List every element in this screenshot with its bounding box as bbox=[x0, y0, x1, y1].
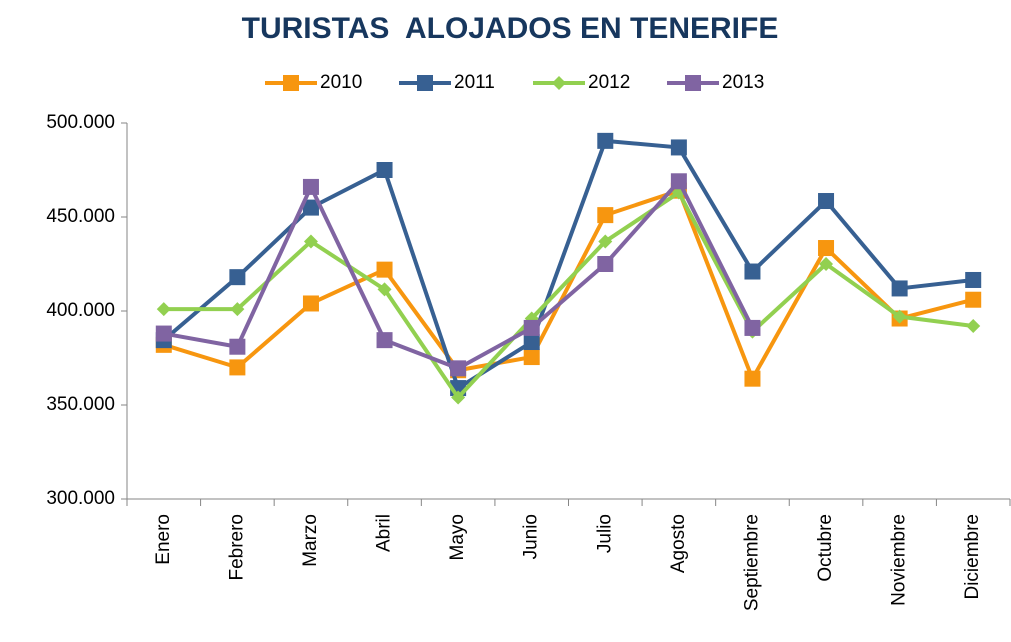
legend-label: 2010 bbox=[320, 72, 362, 93]
marker bbox=[685, 75, 701, 91]
marker bbox=[744, 370, 761, 387]
y-tick-label: 300.000 bbox=[46, 488, 115, 509]
marker bbox=[670, 139, 687, 156]
marker bbox=[744, 263, 761, 280]
marker bbox=[965, 271, 982, 288]
marker bbox=[523, 349, 540, 366]
marker bbox=[670, 173, 687, 190]
marker bbox=[744, 319, 761, 336]
marker bbox=[302, 199, 319, 216]
marker bbox=[229, 338, 246, 355]
marker bbox=[229, 269, 246, 286]
marker bbox=[302, 295, 319, 312]
y-tick-label: 350.000 bbox=[46, 394, 115, 415]
marker bbox=[819, 257, 834, 271]
marker bbox=[597, 207, 614, 224]
x-tick-label: Diciembre bbox=[962, 514, 983, 600]
marker bbox=[818, 240, 835, 257]
marker bbox=[451, 390, 466, 405]
x-tick-label: Junio bbox=[521, 514, 542, 559]
legend-label: 2012 bbox=[588, 72, 630, 93]
x-tick-label: Abril bbox=[374, 514, 395, 552]
marker bbox=[302, 178, 319, 195]
legend-label: 2011 bbox=[454, 72, 495, 93]
series-line bbox=[163, 179, 755, 371]
marker bbox=[229, 359, 246, 376]
x-tick-label: Marzo bbox=[300, 514, 321, 567]
y-tick-label: 450.000 bbox=[46, 206, 115, 227]
y-tick-label: 500.000 bbox=[46, 112, 115, 133]
x-tick-label: Noviembre bbox=[889, 514, 910, 606]
x-tick-label: Enero bbox=[153, 514, 174, 565]
marker bbox=[965, 291, 982, 308]
marker bbox=[523, 319, 540, 336]
y-tick-label: 400.000 bbox=[46, 300, 115, 321]
marker bbox=[155, 325, 172, 342]
x-tick-label: Julio bbox=[594, 514, 615, 553]
marker bbox=[597, 256, 614, 272]
marker bbox=[523, 334, 540, 351]
marker bbox=[598, 234, 613, 249]
series-line bbox=[162, 138, 974, 391]
marker bbox=[376, 332, 393, 349]
x-tick-label: Octubre bbox=[815, 514, 836, 582]
x-tick-label: Septiembre bbox=[741, 514, 762, 611]
x-tick-label: Agosto bbox=[668, 514, 689, 573]
chart-title: TURISTAS ALOJADOS EN TENERIFE bbox=[242, 12, 779, 45]
marker bbox=[891, 280, 908, 297]
marker bbox=[230, 302, 245, 317]
marker bbox=[552, 76, 566, 90]
marker bbox=[450, 360, 467, 377]
marker bbox=[818, 193, 835, 210]
marker bbox=[156, 302, 171, 317]
marker bbox=[892, 309, 907, 324]
series-line bbox=[163, 190, 974, 400]
marker bbox=[417, 75, 433, 91]
x-tick-label: Mayo bbox=[447, 514, 468, 560]
marker bbox=[377, 282, 392, 297]
legend-label: 2013 bbox=[722, 72, 764, 93]
x-tick-label: Febrero bbox=[226, 514, 247, 581]
marker bbox=[303, 234, 318, 249]
marker bbox=[376, 261, 393, 278]
marker bbox=[376, 162, 393, 178]
series-line bbox=[163, 188, 974, 381]
marker bbox=[283, 75, 299, 91]
marker bbox=[966, 319, 981, 334]
marker bbox=[597, 132, 614, 149]
